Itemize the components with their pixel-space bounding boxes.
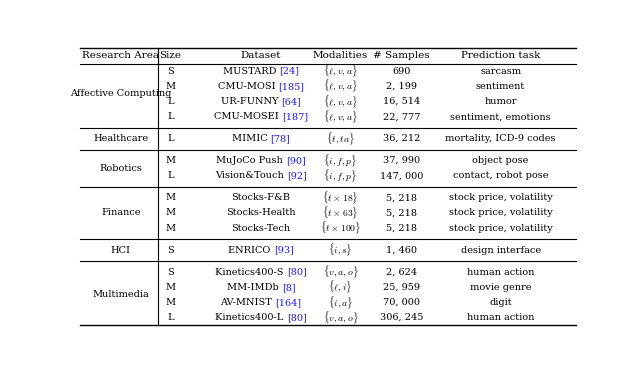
Text: 147, 000: 147, 000 bbox=[380, 171, 423, 180]
Text: design interface: design interface bbox=[461, 246, 541, 255]
Text: [80]: [80] bbox=[287, 268, 307, 277]
Text: $\{\ell, v, a\}$: $\{\ell, v, a\}$ bbox=[323, 93, 358, 110]
Text: Finance: Finance bbox=[101, 209, 140, 217]
Text: human action: human action bbox=[467, 313, 534, 322]
Text: AV-MNIST: AV-MNIST bbox=[220, 298, 275, 307]
Text: $\{t \times 63\}$: $\{t \times 63\}$ bbox=[322, 205, 358, 221]
Text: [78]: [78] bbox=[271, 134, 291, 143]
Text: $\{i, a\}$: $\{i, a\}$ bbox=[328, 294, 353, 311]
Text: [8]: [8] bbox=[282, 283, 295, 292]
Text: Vision&Touch: Vision&Touch bbox=[215, 171, 287, 180]
Text: [64]: [64] bbox=[282, 97, 301, 106]
Text: $\{t \times 100\}$: $\{t \times 100\}$ bbox=[320, 220, 361, 236]
Text: S: S bbox=[167, 268, 173, 277]
Text: 2, 624: 2, 624 bbox=[386, 268, 417, 277]
Text: Stocks-F&B: Stocks-F&B bbox=[232, 193, 291, 202]
Text: $\{t, ta\}$: $\{t, ta\}$ bbox=[326, 131, 355, 147]
Text: [90]: [90] bbox=[286, 156, 306, 165]
Text: Modalities: Modalities bbox=[313, 52, 368, 60]
Text: 37, 990: 37, 990 bbox=[383, 156, 420, 165]
Text: humor: humor bbox=[484, 97, 517, 106]
Text: S: S bbox=[167, 246, 173, 255]
Text: MuJoCo Push: MuJoCo Push bbox=[216, 156, 286, 165]
Text: L: L bbox=[167, 313, 173, 322]
Text: $\{\ell, v, a\}$: $\{\ell, v, a\}$ bbox=[323, 78, 358, 95]
Text: 22, 777: 22, 777 bbox=[383, 112, 420, 121]
Text: HCI: HCI bbox=[111, 246, 131, 255]
Text: M: M bbox=[165, 82, 175, 91]
Text: # Samples: # Samples bbox=[373, 52, 429, 60]
Text: [92]: [92] bbox=[287, 171, 307, 180]
Text: sentiment, emotions: sentiment, emotions bbox=[451, 112, 551, 121]
Text: $\{v, a, o\}$: $\{v, a, o\}$ bbox=[323, 264, 358, 280]
Text: ENRICO: ENRICO bbox=[228, 246, 274, 255]
Text: MIMIC: MIMIC bbox=[232, 134, 271, 143]
Text: Prediction task: Prediction task bbox=[461, 52, 540, 60]
Text: [164]: [164] bbox=[275, 298, 301, 307]
Text: $\{\ell, v, a\}$: $\{\ell, v, a\}$ bbox=[323, 109, 358, 125]
Text: stock price, volatility: stock price, volatility bbox=[449, 193, 552, 202]
Text: [187]: [187] bbox=[282, 112, 308, 121]
Text: 690: 690 bbox=[392, 67, 411, 76]
Text: M: M bbox=[165, 298, 175, 307]
Text: digit: digit bbox=[490, 298, 512, 307]
Text: mortality, ICD-9 codes: mortality, ICD-9 codes bbox=[445, 134, 556, 143]
Text: M: M bbox=[165, 193, 175, 202]
Text: MUSTARD: MUSTARD bbox=[223, 67, 279, 76]
Text: $\{t \times 18\}$: $\{t \times 18\}$ bbox=[322, 190, 358, 206]
Text: $\{\ell, i\}$: $\{\ell, i\}$ bbox=[328, 279, 353, 296]
Text: 5, 218: 5, 218 bbox=[386, 209, 417, 217]
Text: UR-FUNNY: UR-FUNNY bbox=[221, 97, 282, 106]
Text: Kinetics400-S: Kinetics400-S bbox=[215, 268, 287, 277]
Text: $\{i, f, p\}$: $\{i, f, p\}$ bbox=[323, 152, 357, 169]
Text: sarcasm: sarcasm bbox=[480, 67, 521, 76]
Text: movie genre: movie genre bbox=[470, 283, 531, 292]
Text: Healthcare: Healthcare bbox=[93, 134, 148, 143]
Text: human action: human action bbox=[467, 268, 534, 277]
Text: [80]: [80] bbox=[287, 313, 307, 322]
Text: sentiment: sentiment bbox=[476, 82, 525, 91]
Text: $\{i, s\}$: $\{i, s\}$ bbox=[328, 242, 353, 258]
Text: M: M bbox=[165, 209, 175, 217]
Text: S: S bbox=[167, 67, 173, 76]
Text: CMU-MOSI: CMU-MOSI bbox=[218, 82, 278, 91]
Text: M: M bbox=[165, 156, 175, 165]
Text: Size: Size bbox=[159, 52, 181, 60]
Text: CMU-MOSEI: CMU-MOSEI bbox=[214, 112, 282, 121]
Text: 16, 514: 16, 514 bbox=[383, 97, 420, 106]
Text: M: M bbox=[165, 224, 175, 233]
Text: stock price, volatility: stock price, volatility bbox=[449, 224, 552, 233]
Text: $\{\ell, v, a\}$: $\{\ell, v, a\}$ bbox=[323, 63, 358, 79]
Text: 25, 959: 25, 959 bbox=[383, 283, 420, 292]
Text: object pose: object pose bbox=[472, 156, 529, 165]
Text: Robotics: Robotics bbox=[99, 164, 142, 173]
Text: 5, 218: 5, 218 bbox=[386, 224, 417, 233]
Text: $\{i, f, p\}$: $\{i, f, p\}$ bbox=[323, 168, 357, 184]
Text: M: M bbox=[165, 283, 175, 292]
Text: 36, 212: 36, 212 bbox=[383, 134, 420, 143]
Text: 306, 245: 306, 245 bbox=[380, 313, 423, 322]
Text: Stocks-Tech: Stocks-Tech bbox=[232, 224, 291, 233]
Text: [24]: [24] bbox=[279, 67, 300, 76]
Text: 70, 000: 70, 000 bbox=[383, 298, 420, 307]
Text: stock price, volatility: stock price, volatility bbox=[449, 209, 552, 217]
Text: [93]: [93] bbox=[274, 246, 294, 255]
Text: L: L bbox=[167, 97, 173, 106]
Text: Research Area: Research Area bbox=[82, 52, 159, 60]
Text: Kinetics400-L: Kinetics400-L bbox=[216, 313, 287, 322]
Text: Affective Computing: Affective Computing bbox=[70, 89, 172, 98]
Text: L: L bbox=[167, 112, 173, 121]
Text: MM-IMDb: MM-IMDb bbox=[227, 283, 282, 292]
Text: contact, robot pose: contact, robot pose bbox=[453, 171, 548, 180]
Text: 1, 460: 1, 460 bbox=[386, 246, 417, 255]
Text: Multimedia: Multimedia bbox=[92, 290, 149, 300]
Text: L: L bbox=[167, 134, 173, 143]
Text: $\{v, a, o\}$: $\{v, a, o\}$ bbox=[323, 309, 358, 326]
Text: Stocks-Health: Stocks-Health bbox=[227, 209, 296, 217]
Text: 2, 199: 2, 199 bbox=[386, 82, 417, 91]
Text: L: L bbox=[167, 171, 173, 180]
Text: 5, 218: 5, 218 bbox=[386, 193, 417, 202]
Text: Dataset: Dataset bbox=[241, 52, 282, 60]
Text: [185]: [185] bbox=[278, 82, 305, 91]
